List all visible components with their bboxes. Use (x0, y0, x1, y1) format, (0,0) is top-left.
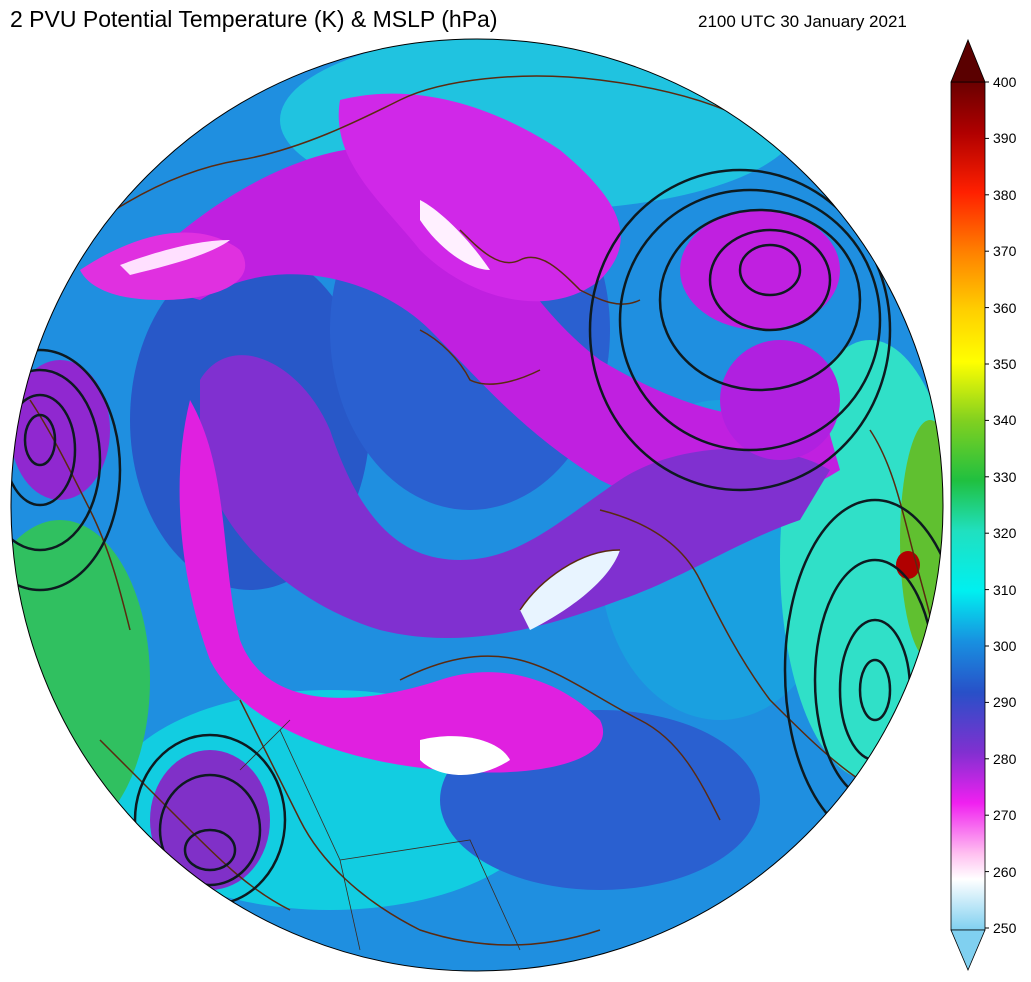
borders (239, 719, 521, 951)
colorbar-tick-label: 390 (993, 130, 1017, 147)
colorbar-body (950, 81, 986, 931)
colorbar (950, 38, 989, 972)
colorbar-tick-label: 320 (993, 525, 1017, 542)
colorbar-ticks (985, 81, 989, 929)
colorbar-tick-label: 350 (993, 356, 1017, 372)
colorbar-tick-label: 250 (993, 920, 1017, 936)
colorbar-tick-label: 340 (993, 412, 1017, 429)
colorbar-tick-label: 370 (993, 243, 1017, 260)
colorbar-max-extension (950, 38, 986, 83)
colorbar-min-extension (950, 929, 986, 972)
colorbar-tick-label: 270 (993, 807, 1017, 824)
coastlines (29, 75, 936, 946)
valid-time: 2100 UTC 30 January 2021 (698, 12, 907, 31)
colorbar-tick-label: 380 (993, 186, 1017, 203)
colorbar-tick-label: 300 (993, 638, 1017, 654)
map-disc (11, 39, 943, 971)
colorbar-tick-label: 310 (993, 581, 1017, 598)
colorbar-tick-label: 330 (993, 468, 1017, 485)
colorbar-tick-label: 260 (993, 863, 1017, 880)
colorbar-tick-label: 400 (993, 74, 1017, 90)
colorbar-tick-label: 290 (993, 694, 1017, 711)
colorbar-tick-label: 280 (993, 750, 1017, 767)
globe-outline (10, 38, 944, 972)
map-title: 2 PVU Potential Temperature (K) & MSLP (… (10, 6, 498, 32)
colorbar-tick-label: 360 (993, 299, 1017, 316)
mslp-isobars (11, 168, 943, 907)
